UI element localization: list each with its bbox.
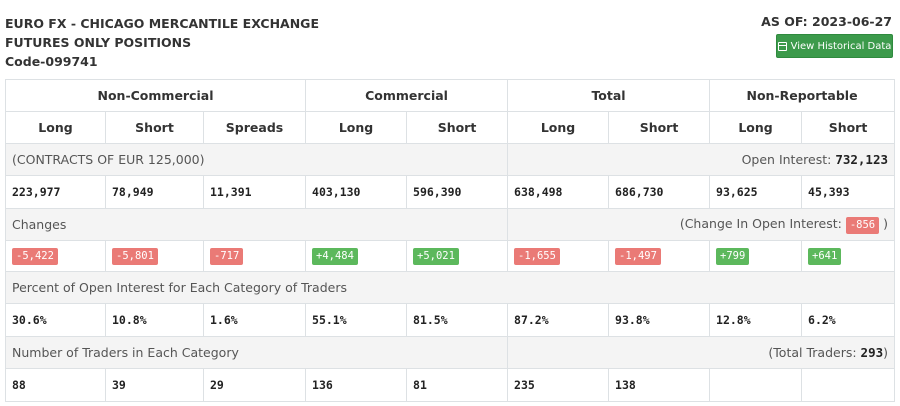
view-historical-data-label: View Historical Data bbox=[790, 40, 892, 52]
positions-row: 223,977 78,949 11,391 403,130 596,390 63… bbox=[5, 175, 896, 209]
change-open-interest: (Change In Open Interest: -856 ) bbox=[507, 208, 896, 241]
traders-cell: 235 bbox=[507, 368, 610, 402]
total-traders-label: (Total Traders: bbox=[768, 345, 857, 360]
position-cell: 596,390 bbox=[406, 175, 509, 209]
changes-row: Changes (Change In Open Interest: -856 ) bbox=[4, 208, 896, 241]
position-cell: 686,730 bbox=[608, 175, 711, 209]
traders-cell bbox=[801, 368, 896, 402]
as-of-date: AS OF: 2023-06-27 bbox=[761, 14, 892, 29]
change-values-row: -5,422 -5,801 -717 +4,484 +5,021 -1,655 … bbox=[5, 240, 896, 272]
traders-cell: 88 bbox=[5, 368, 106, 402]
col-header: Short bbox=[406, 111, 509, 144]
col-header: Long bbox=[305, 111, 408, 144]
change-badge: +641 bbox=[808, 248, 842, 265]
group-header-row: Non-Commercial Commercial Total Non-Repo… bbox=[4, 79, 896, 112]
open-interest-label: Open Interest: bbox=[741, 152, 832, 167]
traders-cell: 138 bbox=[608, 368, 711, 402]
col-header: Long bbox=[709, 111, 803, 144]
change-oi-badge: -856 bbox=[845, 216, 880, 234]
percent-row: 30.6% 10.8% 1.6% 55.1% 81.5% 87.2% 93.8%… bbox=[5, 303, 896, 337]
cot-table: Non-Commercial Commercial Total Non-Repo… bbox=[4, 79, 896, 402]
total-traders: (Total Traders: 293) bbox=[507, 336, 896, 369]
col-header: Short bbox=[608, 111, 711, 144]
group-total: Total bbox=[507, 79, 711, 112]
group-non-reportable: Non-Reportable bbox=[709, 79, 896, 112]
col-header: Short bbox=[105, 111, 204, 144]
traders-cell: 39 bbox=[105, 368, 204, 402]
title-line-1: EURO FX - CHICAGO MERCANTILE EXCHANGE bbox=[5, 16, 319, 31]
change-badge: -5,422 bbox=[12, 248, 58, 265]
percent-cell: 30.6% bbox=[5, 303, 106, 337]
percent-cell: 6.2% bbox=[801, 303, 896, 337]
traders-header-row: Number of Traders in Each Category (Tota… bbox=[4, 336, 896, 369]
position-cell: 93,625 bbox=[709, 175, 803, 209]
percent-cell: 1.6% bbox=[202, 303, 307, 337]
traders-cell: 136 bbox=[305, 368, 408, 402]
change-badge: -5,801 bbox=[112, 248, 158, 265]
position-cell: 638,498 bbox=[507, 175, 610, 209]
traders-cell: 81 bbox=[406, 368, 509, 402]
open-interest-value: 732,123 bbox=[835, 152, 889, 167]
percent-cell: 10.8% bbox=[105, 303, 204, 337]
title-line-2: FUTURES ONLY POSITIONS bbox=[5, 35, 192, 50]
group-non-commercial: Non-Commercial bbox=[4, 79, 307, 112]
change-badge: -1,655 bbox=[514, 248, 560, 265]
col-header: Spreads bbox=[202, 111, 307, 144]
change-badge: -1,497 bbox=[615, 248, 661, 265]
change-badge: +799 bbox=[716, 248, 750, 265]
total-traders-value: 293 bbox=[860, 345, 884, 360]
title-line-3: Code-099741 bbox=[5, 54, 98, 69]
open-interest: Open Interest: 732,123 bbox=[507, 143, 896, 176]
report-title: EURO FX - CHICAGO MERCANTILE EXCHANGE FU… bbox=[5, 14, 319, 71]
view-historical-data-button[interactable]: View Historical Data bbox=[776, 34, 893, 58]
position-cell: 45,393 bbox=[801, 175, 896, 209]
change-badge: +5,021 bbox=[413, 248, 459, 265]
percent-header-row: Percent of Open Interest for Each Catego… bbox=[4, 271, 896, 304]
contracts-label: (CONTRACTS OF EUR 125,000) bbox=[4, 143, 509, 176]
total-traders-close: ) bbox=[883, 345, 889, 360]
col-header: Long bbox=[5, 111, 106, 144]
position-cell: 78,949 bbox=[105, 175, 204, 209]
group-commercial: Commercial bbox=[305, 79, 509, 112]
report-header: EURO FX - CHICAGO MERCANTILE EXCHANGE FU… bbox=[0, 0, 900, 78]
sub-header-row: Long Short Spreads Long Short Long Short… bbox=[5, 111, 896, 144]
contracts-row: (CONTRACTS OF EUR 125,000) Open Interest… bbox=[4, 143, 896, 176]
col-header: Long bbox=[507, 111, 610, 144]
col-header: Short bbox=[801, 111, 896, 144]
percent-cell: 12.8% bbox=[709, 303, 803, 337]
percent-cell: 55.1% bbox=[305, 303, 408, 337]
changes-label: Changes bbox=[4, 208, 509, 241]
calendar-icon bbox=[777, 41, 787, 51]
position-cell: 403,130 bbox=[305, 175, 408, 209]
traders-row: 88 39 29 136 81 235 138 bbox=[5, 368, 896, 402]
change-badge: -717 bbox=[210, 248, 244, 265]
percent-label: Percent of Open Interest for Each Catego… bbox=[4, 271, 896, 304]
change-badge: +4,484 bbox=[312, 248, 358, 265]
change-oi-label: (Change In Open Interest: bbox=[679, 215, 842, 231]
position-cell: 11,391 bbox=[202, 175, 307, 209]
percent-cell: 87.2% bbox=[507, 303, 610, 337]
traders-cell: 29 bbox=[202, 368, 307, 402]
change-oi-close: ) bbox=[883, 215, 889, 231]
position-cell: 223,977 bbox=[5, 175, 106, 209]
traders-label: Number of Traders in Each Category bbox=[4, 336, 509, 369]
percent-cell: 93.8% bbox=[608, 303, 711, 337]
percent-cell: 81.5% bbox=[406, 303, 509, 337]
traders-cell bbox=[709, 368, 803, 402]
